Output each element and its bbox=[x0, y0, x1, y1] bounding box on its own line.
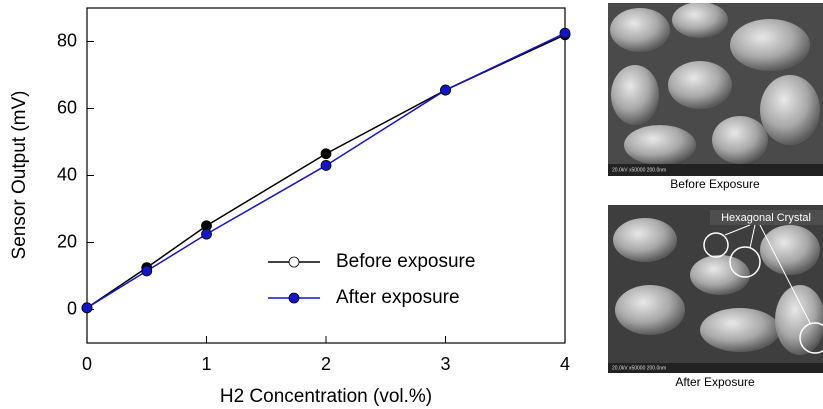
y-tick-label: 60 bbox=[57, 97, 77, 117]
point bbox=[559, 27, 571, 39]
series-line bbox=[86, 32, 566, 309]
y-tick-label: 20 bbox=[57, 231, 77, 251]
legend-marker bbox=[288, 256, 300, 268]
legend-marker bbox=[288, 292, 300, 304]
x-tick-label: 4 bbox=[560, 354, 570, 374]
plot-frame bbox=[86, 7, 566, 344]
x-tick-label: 1 bbox=[201, 354, 211, 374]
point bbox=[201, 228, 212, 240]
image-caption: Before Exposure bbox=[670, 177, 760, 191]
y-axis-title: Sensor Output (mV) bbox=[9, 91, 30, 260]
point bbox=[81, 302, 93, 314]
point bbox=[320, 148, 332, 160]
point bbox=[440, 84, 451, 96]
point bbox=[141, 265, 153, 277]
scale-text: 20.0kV x50000 200.0nm bbox=[612, 167, 666, 173]
point bbox=[320, 160, 332, 171]
x-axis-title: H2 Concentration (vol.%) bbox=[220, 386, 432, 407]
y-tick-label: 80 bbox=[57, 30, 77, 50]
annotation: Hexagonal Crystal bbox=[721, 212, 811, 224]
sem-image-before bbox=[608, 3, 823, 176]
scale-text: 20.0kV x50000 200.0nm bbox=[612, 365, 666, 371]
sem-image-after bbox=[608, 205, 823, 373]
x-tick-label: 2 bbox=[321, 354, 331, 374]
series-line bbox=[86, 34, 566, 309]
image-caption: After Exposure bbox=[675, 375, 755, 389]
y-tick-label: 40 bbox=[57, 164, 77, 184]
x-tick-label: 0 bbox=[82, 354, 92, 374]
y-tick-label: 0 bbox=[67, 298, 77, 318]
legend-label: Before exposure bbox=[336, 251, 475, 272]
legend-label: After exposure bbox=[336, 287, 460, 308]
x-tick-label: 3 bbox=[440, 354, 450, 374]
